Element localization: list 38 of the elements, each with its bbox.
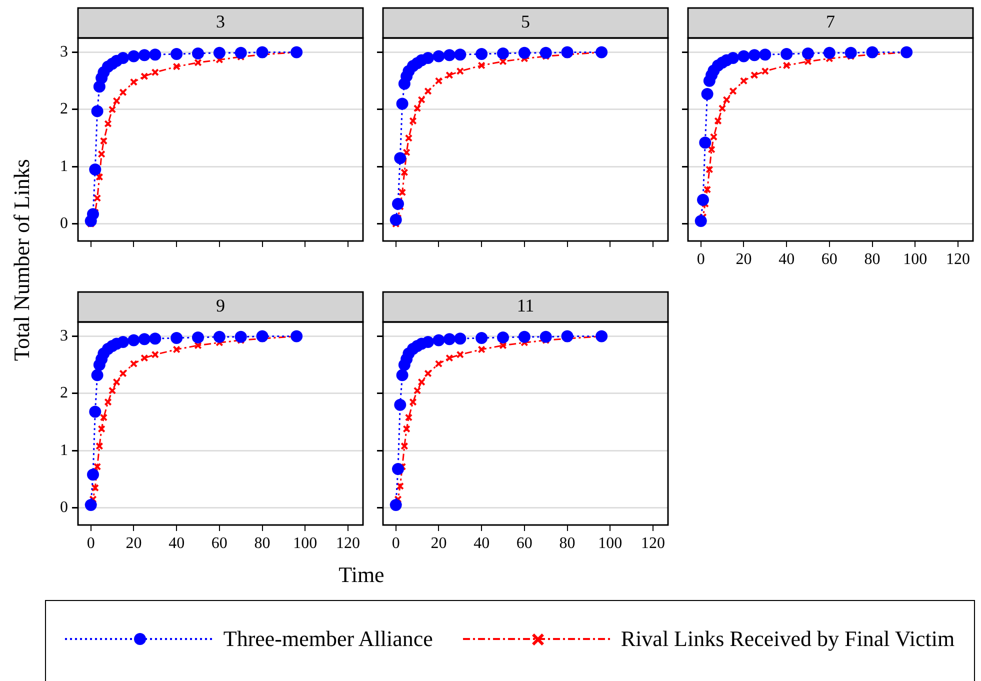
x-tick-label: 80 bbox=[254, 534, 270, 552]
y-tick-label: 0 bbox=[60, 215, 68, 232]
x-tick-label: 100 bbox=[598, 534, 622, 552]
x-tick-label: 20 bbox=[430, 534, 447, 552]
y-tick-label: 1 bbox=[60, 442, 68, 459]
x-axis-title: Time bbox=[338, 562, 386, 588]
x-tick-label: 0 bbox=[86, 534, 95, 552]
legend-label: Rival Links Received by Final Victim bbox=[620, 626, 955, 652]
x-tick-label: 100 bbox=[903, 250, 928, 268]
chart-title: 3 bbox=[216, 12, 225, 32]
x-tick-label: 40 bbox=[778, 250, 795, 268]
x-tick-label: 120 bbox=[336, 534, 360, 552]
x-tick-label: 40 bbox=[168, 534, 185, 552]
chart-title: 9 bbox=[216, 296, 225, 316]
y-tick-label: 0 bbox=[60, 499, 68, 516]
x-tick-label: 60 bbox=[516, 534, 532, 552]
y-axis-title: Total Number of Links bbox=[9, 159, 35, 361]
x-tick-label: 120 bbox=[641, 534, 665, 552]
chart-title: 7 bbox=[826, 12, 835, 32]
x-tick-label: 100 bbox=[293, 534, 318, 552]
x-tick-label: 80 bbox=[864, 250, 880, 268]
x-tick-label: 20 bbox=[126, 534, 142, 552]
chart-title: 11 bbox=[516, 296, 534, 316]
x-tick-label: 120 bbox=[946, 250, 970, 268]
y-tick-label: 1 bbox=[60, 158, 68, 175]
x-tick-label: 0 bbox=[696, 250, 705, 268]
chart-title: 5 bbox=[521, 12, 530, 32]
y-tick-label: 2 bbox=[60, 100, 68, 118]
x-tick-label: 20 bbox=[736, 250, 752, 268]
x-tick-label: 40 bbox=[474, 534, 490, 552]
legend-label: Three-member Alliance bbox=[223, 626, 433, 652]
x-tick-label: 0 bbox=[392, 534, 400, 552]
x-tick-label: 60 bbox=[821, 250, 838, 268]
x-tick-label: 60 bbox=[211, 534, 228, 552]
y-tick-label: 2 bbox=[60, 384, 68, 402]
x-tick-label: 80 bbox=[559, 534, 576, 552]
y-tick-label: 3 bbox=[60, 328, 68, 344]
y-tick-label: 3 bbox=[60, 44, 68, 60]
